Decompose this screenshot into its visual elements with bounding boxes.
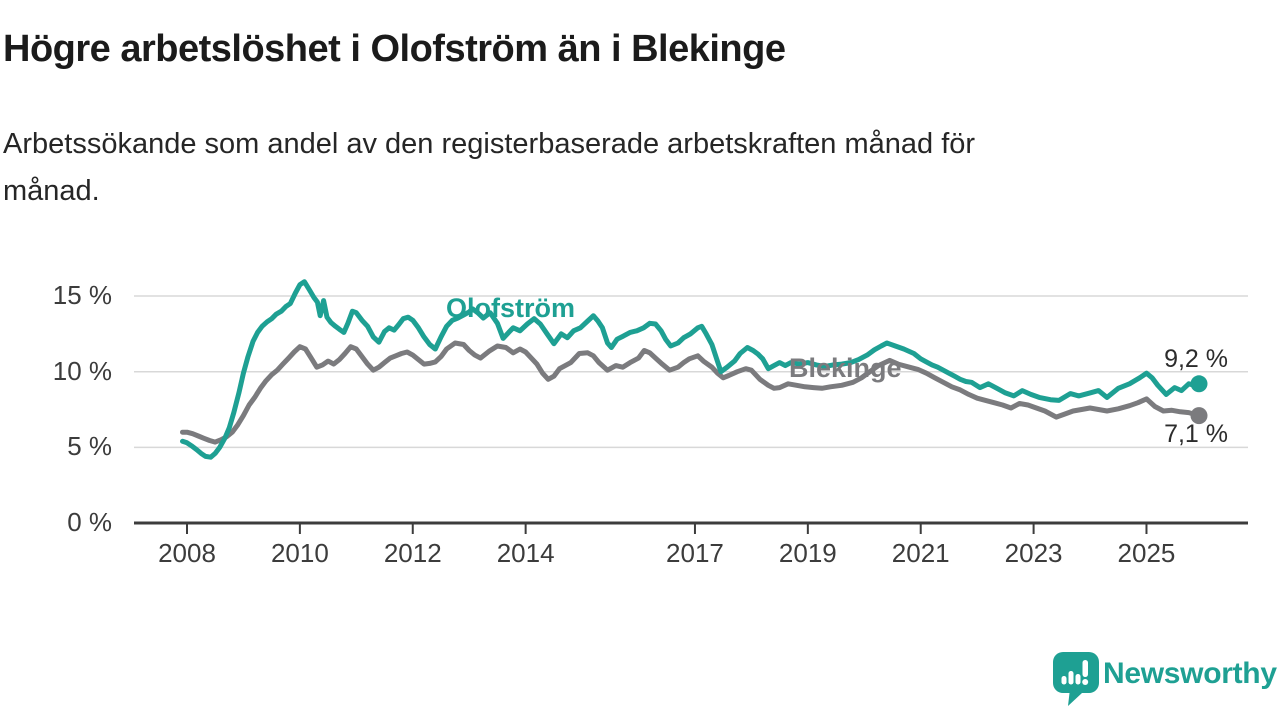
- chart-subtitle: Arbetssökande som andel av den registerb…: [3, 121, 1203, 215]
- olofstrom-series-label: Olofström: [446, 293, 576, 323]
- blekinge-end-value-label: 7,1 %: [1164, 420, 1228, 448]
- olofstrom-end-value-label: 9,2 %: [1164, 345, 1228, 373]
- blekinge-line: [180, 340, 1202, 445]
- chart-subtitle-line2: månad.: [3, 175, 100, 207]
- y-tick-label-15-pct: 15 %: [52, 280, 112, 311]
- x-tick-label-2021: 2021: [891, 538, 950, 568]
- x-tick-label-2012: 2012: [383, 538, 442, 568]
- newsworthy-logo: Newsworthy: [1052, 649, 1280, 709]
- newsworthy-wordmark: Newsworthy: [1103, 657, 1277, 690]
- gridlines: [134, 295, 1248, 449]
- x-tick-label-2025: 2025: [1117, 538, 1176, 568]
- x-tick-label-2019: 2019: [778, 538, 837, 568]
- chart-subtitle-line1: Arbetssökande som andel av den registerb…: [3, 128, 976, 160]
- x-tick-label-2008: 2008: [158, 538, 216, 568]
- olofstrom-line: [180, 279, 1202, 460]
- y-tick-label-0-pct: 0 %: [67, 507, 112, 537]
- x-axis: [134, 521, 1248, 534]
- olofstrom-end-dot: [1190, 375, 1208, 393]
- blekinge-end-dot: [1190, 407, 1208, 425]
- newsworthy-speech-bubble-chart-icon: [1053, 652, 1099, 706]
- blekinge-series-label: Blekinge: [789, 353, 902, 383]
- y-tick-label-5-pct: 5 %: [67, 431, 112, 462]
- x-tick-label-2010: 2010: [270, 538, 329, 568]
- y-tick-label-10-pct: 10 %: [52, 355, 112, 386]
- x-tick-label-2014: 2014: [496, 538, 555, 568]
- page-title: Högre arbetslöshet i Olofström än i Blek…: [3, 28, 786, 70]
- x-tick-label-2017: 2017: [666, 538, 724, 568]
- x-tick-label-2023: 2023: [1004, 538, 1063, 568]
